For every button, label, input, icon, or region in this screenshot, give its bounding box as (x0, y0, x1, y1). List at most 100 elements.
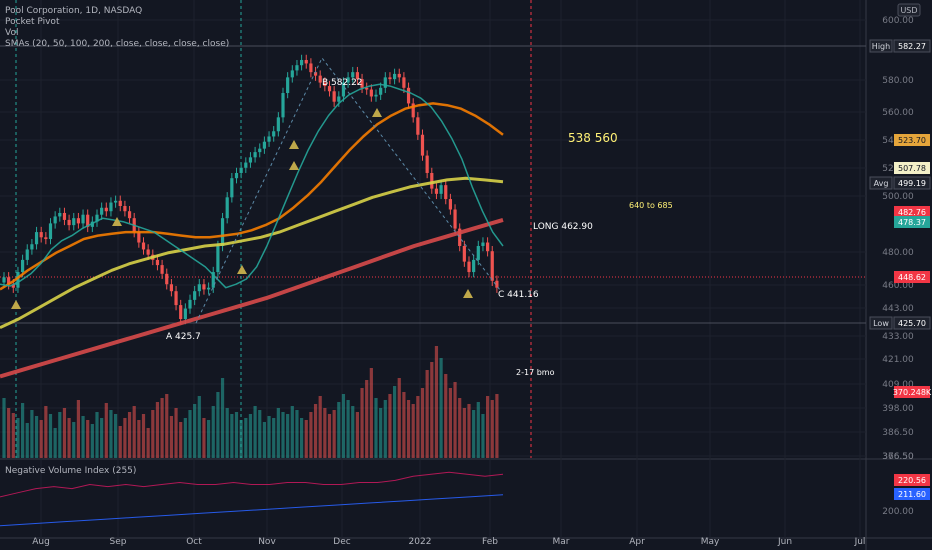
volume-bar (416, 396, 420, 458)
candle-body (397, 73, 401, 78)
chart-annotation: 538 560 (568, 131, 618, 145)
candle-body (393, 73, 397, 80)
volume-bar (151, 410, 155, 458)
candle-body (300, 59, 304, 66)
nvi-ema-line (0, 494, 504, 527)
price-badge-label-box (869, 39, 893, 53)
price-badge-box (894, 216, 930, 228)
candle-body (165, 273, 169, 285)
candle-body (425, 155, 429, 173)
volume-bar (67, 418, 71, 458)
currency-badge (897, 3, 921, 17)
volume-bar (81, 416, 85, 458)
y-tick-label: 409.00 (882, 380, 914, 390)
volume-bar (444, 374, 448, 458)
y-tick-label: 460.00 (882, 281, 914, 291)
candle-body (351, 72, 355, 78)
candle-body (21, 259, 25, 273)
volume-bar (332, 410, 336, 458)
symbol-line[interactable]: Pool Corporation, 1D, NASDAQ (5, 6, 143, 16)
candle-body (313, 72, 318, 76)
price-badge-box (894, 271, 930, 283)
volume-bar (276, 408, 280, 458)
candle-body (411, 103, 415, 118)
sma-100-line (0, 176, 504, 330)
candle-body (104, 207, 108, 212)
nvi-line (0, 471, 504, 498)
volume-bar (118, 426, 122, 458)
candle-body (7, 277, 11, 285)
sma-50-line (0, 102, 504, 291)
price-badge-label-box (869, 316, 893, 330)
y-tick-label: 560.00 (882, 108, 914, 118)
y-tick-label: 366.50 (882, 452, 914, 462)
candle-body (39, 232, 43, 238)
pocket-pivot-marker (11, 300, 21, 309)
price-badge-box (894, 134, 930, 146)
volume-bar (239, 420, 243, 458)
volume-bar (346, 400, 350, 458)
volume-bar (230, 414, 234, 458)
volume-bar (169, 416, 173, 458)
volume-bar (86, 420, 90, 458)
chart-annotation: C 441.16 (498, 290, 539, 300)
pocket-pivot-marker (289, 161, 299, 170)
x-tick-label: Apr (629, 537, 645, 547)
volume-bar (481, 414, 485, 458)
candle-body (127, 211, 132, 219)
candle-body (34, 232, 39, 245)
price-badge-value: 482.76 (898, 208, 926, 217)
volume-bar (202, 418, 206, 458)
candle-body (16, 272, 20, 288)
chart-annotation: LONG 462.90 (533, 222, 593, 232)
y-tick-label: 580.00 (882, 76, 914, 86)
volume-bar (160, 398, 164, 458)
candle-body (114, 200, 118, 203)
volume-bar (397, 378, 401, 458)
x-tick-label: May (701, 537, 720, 547)
pocket-pivot-label[interactable]: Pocket Pivot (5, 17, 60, 27)
volume-bar (374, 398, 378, 458)
candle-body (374, 94, 378, 97)
price-badge-label-box (869, 176, 893, 190)
volume-bar (62, 408, 67, 458)
volume-bar (393, 386, 397, 458)
price-badge-box (893, 39, 931, 53)
volume-bar (146, 428, 150, 458)
candle-body (30, 244, 34, 250)
chart-annotation: 640 to 685 (629, 201, 673, 210)
candle-body (169, 284, 173, 292)
volume-bar (2, 398, 6, 458)
volume-bar (448, 388, 452, 458)
volume-bar (141, 414, 146, 458)
pocket-pivot-marker (372, 108, 382, 117)
volume-bar (104, 403, 108, 458)
candle-body (118, 200, 122, 207)
nvi-pane-title[interactable]: Negative Volume Index (255) (5, 466, 137, 476)
price-badge-label: Avg (874, 179, 889, 188)
volume-bar (313, 404, 318, 458)
candle-body (388, 77, 392, 80)
volume-label[interactable]: Vol (5, 28, 19, 38)
y-tick-label: 500.00 (882, 192, 914, 202)
candle-body (444, 185, 448, 200)
currency-label: USD (900, 6, 917, 15)
candle-body (86, 214, 90, 227)
price-badge-value: 425.70 (898, 319, 926, 328)
volume-bar (90, 424, 94, 458)
candle-body (406, 87, 411, 104)
candle-body (272, 131, 276, 137)
pocket-pivot-marker (289, 140, 299, 149)
candle-body (239, 167, 243, 173)
volume-bar (337, 402, 341, 458)
price-badge-value: 507.78 (898, 164, 926, 173)
volume-bar (234, 412, 239, 458)
chart-legend: Pool Corporation, 1D, NASDAQ Pocket Pivo… (5, 6, 229, 50)
x-tick-label: Oct (186, 537, 202, 547)
price-badge-box (894, 386, 930, 398)
volume-bar (369, 368, 373, 458)
smas-label[interactable]: SMAs (20, 50, 100, 200, close, close, cl… (5, 39, 230, 49)
candle-body (430, 172, 434, 189)
candle-body (337, 96, 341, 102)
